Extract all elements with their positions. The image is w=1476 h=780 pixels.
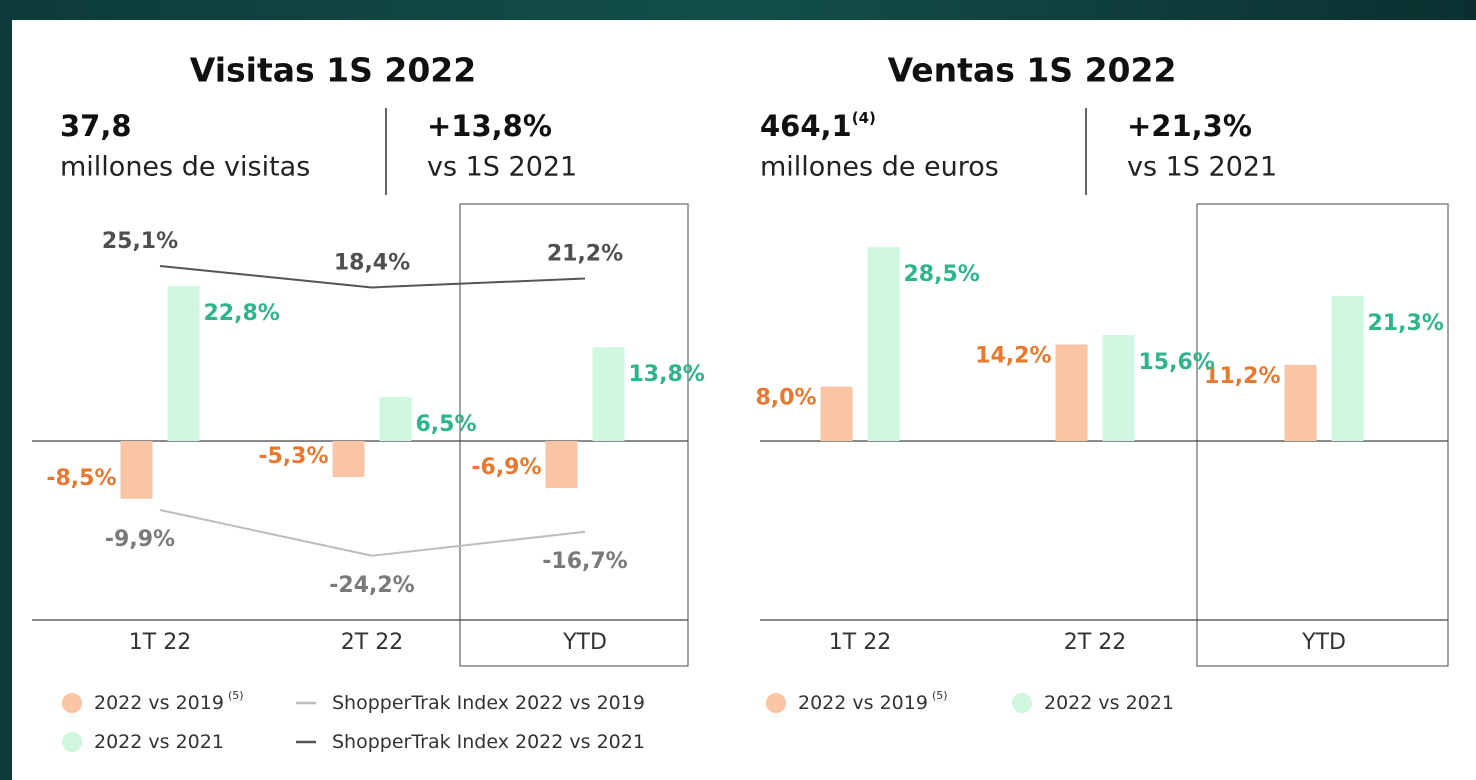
bar: [1102, 334, 1135, 441]
legend-name: 2022 vs 2021: [94, 731, 224, 753]
legend-note: (5): [932, 689, 948, 702]
line-label: -9,9%: [105, 527, 175, 552]
kpi-value: +13,8%: [427, 109, 552, 143]
data-label: -8,5%: [46, 466, 116, 491]
legend-label: ShopperTrak Index 2022 vs 2021: [332, 731, 645, 753]
data-label: 21,3%: [1368, 311, 1444, 336]
kpi-value: 464,1(4): [760, 109, 876, 144]
x-tick-label: YTD: [1301, 630, 1346, 655]
data-label: 28,5%: [904, 262, 980, 287]
legend-name: 2022 vs 2019: [798, 692, 928, 714]
legend-swatch: [1012, 693, 1032, 713]
bar: [332, 441, 365, 478]
kpi-number: 464,1: [760, 109, 852, 143]
line-label: 21,2%: [547, 241, 623, 266]
left-band: [0, 0, 12, 780]
legend-name: 2022 vs 2021: [1044, 692, 1174, 714]
line-label: 18,4%: [334, 250, 410, 275]
data-label: -6,9%: [471, 455, 541, 480]
x-tick-label: 1T 22: [129, 630, 191, 655]
bar: [820, 386, 853, 441]
x-tick-label: 2T 22: [1064, 630, 1126, 655]
highlight-box: [459, 203, 689, 667]
canvas: [12, 20, 1476, 780]
legend-label: ShopperTrak Index 2022 vs 2019: [332, 692, 645, 714]
x-tick-label: 1T 22: [829, 630, 891, 655]
legend-name: ShopperTrak Index 2022 vs 2021: [332, 731, 645, 753]
trend-line: [159, 265, 586, 289]
kpi-value: +21,3%: [1127, 109, 1252, 143]
legend-label: 2022 vs 2019 (5): [798, 689, 948, 714]
data-label: 13,8%: [629, 362, 705, 387]
kpi-text: millones de visitas: [60, 152, 310, 183]
highlight-box: [1196, 203, 1449, 667]
legend-label: 2022 vs 2021: [1044, 692, 1174, 714]
data-label: 6,5%: [416, 412, 477, 437]
data-label: 11,2%: [1204, 364, 1280, 389]
bar: [1284, 364, 1317, 441]
bar: [1055, 344, 1088, 441]
legend-note: (5): [228, 689, 244, 702]
kpi-number: +13,8%: [427, 109, 552, 143]
line-label: -24,2%: [329, 573, 414, 598]
data-label: 8,0%: [755, 386, 816, 411]
legend-name: ShopperTrak Index 2022 vs 2019: [332, 692, 645, 714]
bar: [592, 347, 625, 441]
bar: [379, 396, 412, 441]
data-label: -5,3%: [258, 444, 328, 469]
legend-label: 2022 vs 2021: [94, 731, 224, 753]
legend-swatch: [62, 732, 82, 752]
chart-title: Visitas 1S 2022: [190, 51, 476, 90]
legend-name: 2022 vs 2019: [94, 692, 224, 714]
kpi-text: vs 1S 2021: [1127, 152, 1277, 183]
top-band: [0, 0, 1476, 20]
line-label: -16,7%: [542, 549, 627, 574]
bar: [120, 441, 153, 499]
kpi-number: 37,8: [60, 109, 132, 143]
bar: [1331, 296, 1364, 441]
x-tick-label: YTD: [562, 630, 607, 655]
chart-title: Ventas 1S 2022: [888, 51, 1177, 90]
kpi-note: (4): [852, 109, 876, 127]
legend-label: 2022 vs 2019 (5): [94, 689, 244, 714]
kpi-text: millones de euros: [760, 152, 999, 183]
bar: [867, 247, 900, 441]
data-label: 15,6%: [1139, 350, 1215, 375]
kpi-number: +21,3%: [1127, 109, 1252, 143]
kpi-text: vs 1S 2021: [427, 152, 577, 183]
x-tick-label: 2T 22: [341, 630, 403, 655]
data-label: 22,8%: [204, 301, 280, 326]
kpi-value: 37,8: [60, 109, 132, 143]
line-label: 25,1%: [102, 229, 178, 254]
bar: [167, 285, 200, 441]
data-label: 14,2%: [975, 343, 1051, 368]
trend-line: [159, 509, 586, 557]
legend-swatch: [766, 693, 786, 713]
bar: [545, 441, 578, 488]
legend-swatch: [62, 693, 82, 713]
